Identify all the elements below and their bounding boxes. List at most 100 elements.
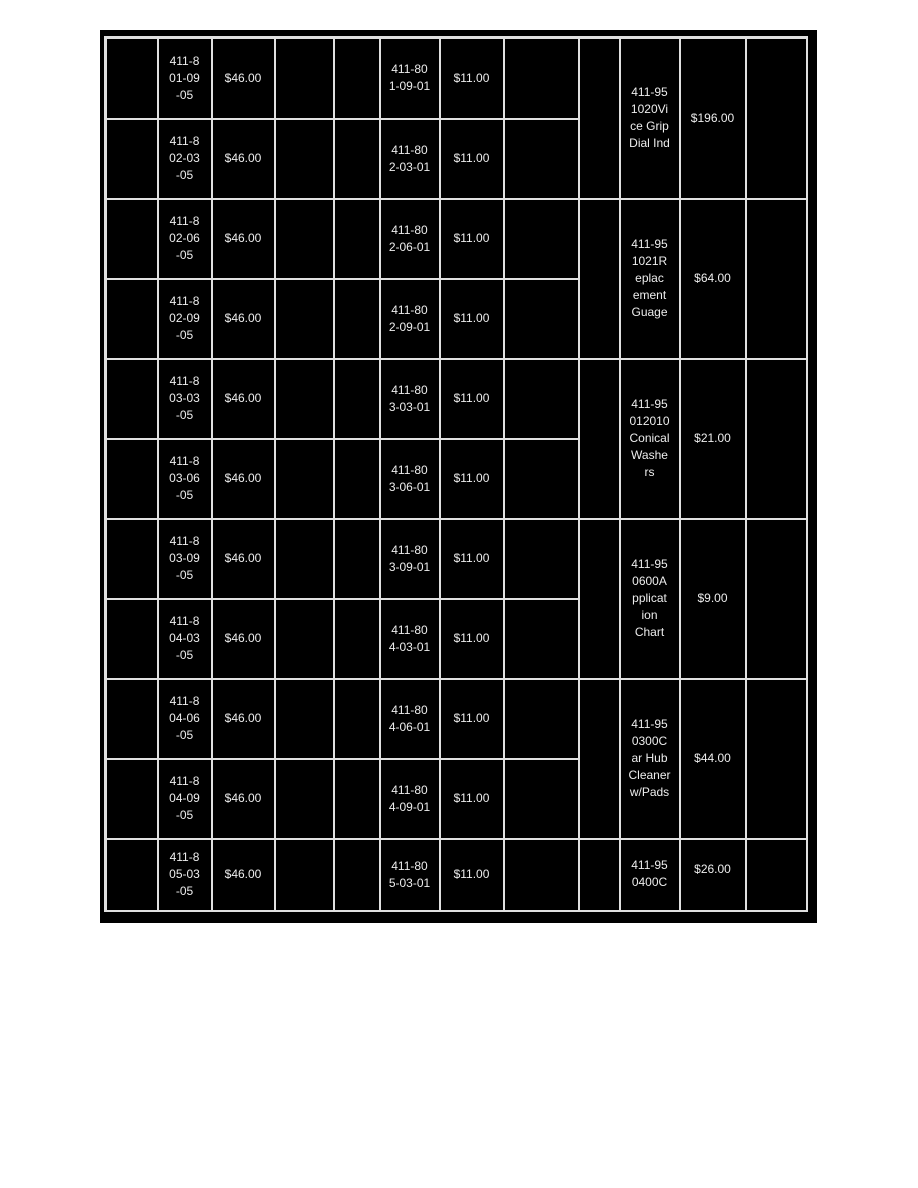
empty-cell [104,117,159,200]
table-page-background: 411-8 01-09 -05 $46.00 411-80 1-09-01 $11.0… [100,30,817,923]
empty-cell [744,36,808,200]
part-number-cell: 411-8 03-09 -05 [156,517,213,600]
table-row: 411-8 03-09 -05 $46.00 411-80 3-09-01 $11.0… [104,517,808,680]
table-row: 411-8 03-03 -05 $46.00 411-80 3-03-01 $11.0… [104,357,808,520]
part-number-cell: 411-8 02-09 -05 [156,277,213,360]
empty-cell [104,597,159,680]
empty-cell [332,36,381,120]
price-cell: $11.00 [438,517,505,600]
group-price-cell: $196.00 [678,36,747,200]
empty-cell [502,197,580,280]
empty-cell [273,437,335,520]
empty-cell [332,357,381,440]
empty-cell [577,517,621,680]
part-number-cell: 411-80 2-06-01 [378,197,441,280]
group-part-number-cell: 411-95 1020Vi ce Grip Dial Ind [618,36,681,200]
part-number-cell: 411-80 4-09-01 [378,757,441,840]
empty-cell [502,517,580,600]
empty-cell [104,357,159,440]
table-row: 411-8 02-03 -05 $46.00 411-80 2-03-01 $11.0… [104,117,807,200]
empty-cell [273,117,335,200]
empty-cell [332,117,381,200]
group-part-number-cell: 411-95 0400C [618,837,681,912]
price-cell: $11.00 [438,117,505,200]
part-number-cell: 411-8 03-03 -05 [156,357,213,440]
price-cell: $46.00 [210,437,276,520]
empty-cell [273,277,335,360]
part-number-cell: 411-80 4-03-01 [378,597,441,680]
empty-cell [502,357,580,440]
price-cell: $46.00 [210,837,276,912]
price-cell: $46.00 [210,357,276,440]
part-number-cell: 411-80 3-06-01 [378,437,441,520]
part-number-cell: 411-8 04-03 -05 [156,597,213,680]
empty-cell [273,517,335,600]
table-row: 411-8 04-09 -05 $46.00 411-80 4-09-01 $11.0… [104,757,807,840]
empty-cell [104,277,159,360]
part-number-cell: 411-80 3-03-01 [378,357,441,440]
part-number-cell: 411-80 5-03-01 [378,837,441,912]
table-row: 411-8 02-06 -05 $46.00 411-80 2-06-01 $11.0… [104,197,808,360]
empty-cell [502,757,580,840]
empty-cell [273,837,335,912]
empty-cell [332,517,381,600]
price-cell: $46.00 [210,677,276,760]
empty-cell [744,517,808,680]
group-price-cell: $9.00 [678,517,747,680]
empty-cell [502,277,580,360]
empty-cell [577,837,621,912]
empty-cell [332,597,381,680]
empty-cell [104,837,159,912]
empty-cell [273,197,335,280]
empty-cell [577,36,621,200]
price-cell: $46.00 [210,36,276,120]
empty-cell [104,677,159,760]
price-cell: $46.00 [210,197,276,280]
part-number-cell: 411-8 02-03 -05 [156,117,213,200]
empty-cell [744,837,808,912]
price-cell: $11.00 [438,197,505,280]
empty-cell [332,677,381,760]
group-part-number-cell: 411-95 012010 Conical Washe rs [618,357,681,520]
empty-cell [502,597,580,680]
table-row: 411-8 05-03 -05 $46.00 411-80 5-03-01 $11.0… [104,837,808,912]
empty-cell [332,837,381,912]
empty-cell [577,197,621,360]
group-price-cell: $64.00 [678,197,747,360]
table-row: 411-8 01-09 -05 $46.00 411-80 1-09-01 $11.0… [104,36,808,200]
group-part-number-cell: 411-95 1021R eplac ement Guage [618,197,681,360]
price-cell: $11.00 [438,277,505,360]
empty-cell [502,837,580,912]
empty-cell [332,197,381,280]
empty-cell [577,357,621,520]
empty-cell [104,36,159,120]
price-cell: $11.00 [438,757,505,840]
empty-cell [273,677,335,760]
table-row: 411-8 04-06 -05 $46.00 411-80 4-06-01 $11.0… [104,677,808,840]
price-table-body: 411-8 01-09 -05 $46.00 411-80 1-09-01 $11.0… [104,36,808,912]
group-price-cell: $21.00 [678,357,747,520]
empty-cell [104,197,159,280]
part-number-cell: 411-80 2-03-01 [378,117,441,200]
price-cell: $11.00 [438,357,505,440]
price-cell: $11.00 [438,597,505,680]
empty-cell [502,437,580,520]
price-cell: $46.00 [210,757,276,840]
price-cell: $11.00 [438,837,505,912]
price-cell: $46.00 [210,277,276,360]
part-number-cell: 411-8 05-03 -05 [156,837,213,912]
group-price-cell: $26.00 [678,837,747,912]
empty-cell [104,437,159,520]
empty-cell [502,36,580,120]
empty-cell [104,517,159,600]
price-cell: $11.00 [438,36,505,120]
part-number-cell: 411-80 4-06-01 [378,677,441,760]
part-number-cell: 411-8 02-06 -05 [156,197,213,280]
price-cell: $11.00 [438,677,505,760]
empty-cell [273,597,335,680]
part-number-cell: 411-80 1-09-01 [378,36,441,120]
price-cell: $46.00 [210,597,276,680]
table-row: 411-8 02-09 -05 $46.00 411-80 2-09-01 $11.0… [104,277,807,360]
part-number-cell: 411-8 04-09 -05 [156,757,213,840]
